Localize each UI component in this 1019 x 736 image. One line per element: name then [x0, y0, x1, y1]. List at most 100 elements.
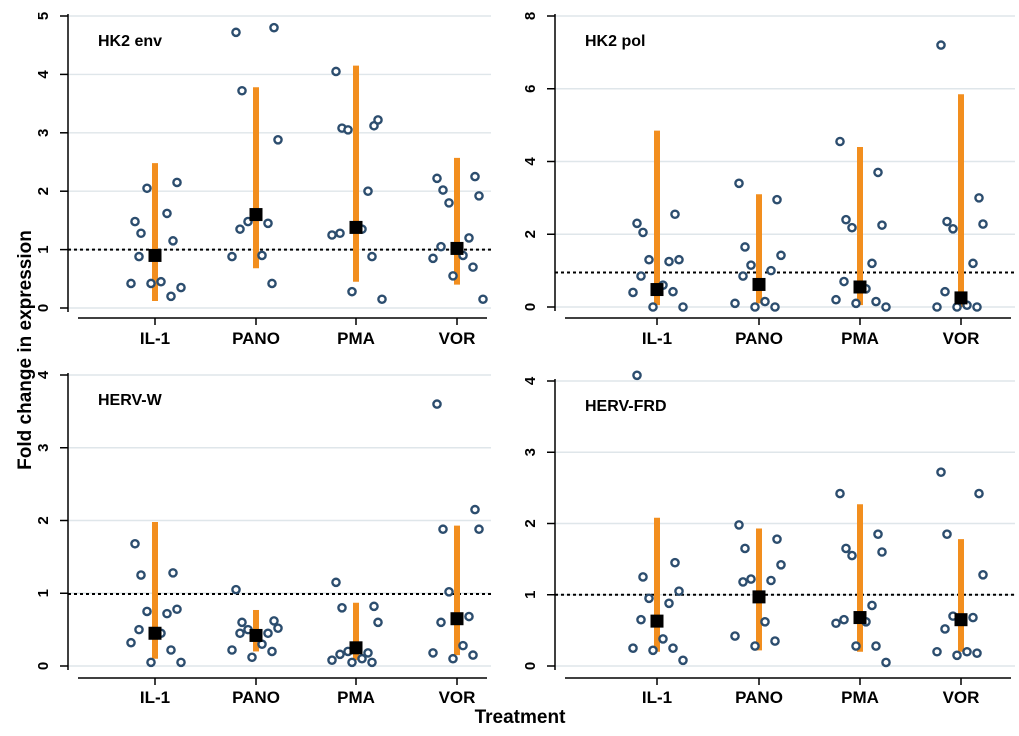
data-point — [873, 167, 883, 178]
data-point — [968, 258, 978, 269]
data-point — [269, 616, 279, 626]
data-point — [331, 66, 341, 77]
data-point — [267, 646, 277, 657]
data-point — [978, 219, 988, 229]
data-point — [776, 250, 786, 261]
data-point — [337, 603, 347, 613]
data-point — [436, 241, 446, 252]
mean-marker — [349, 641, 363, 655]
data-point — [734, 178, 744, 189]
x-axis-label: Treatment — [474, 707, 566, 728]
data-point — [835, 488, 845, 499]
panel-title: HK2 pol — [585, 33, 645, 50]
data-point — [273, 623, 283, 633]
y-tick-label: 3 — [35, 129, 52, 137]
data-point — [936, 467, 946, 478]
data-point — [428, 648, 438, 658]
data-point — [436, 617, 446, 628]
y-tick-label: 2 — [35, 187, 52, 195]
data-point — [881, 657, 891, 668]
data-point — [247, 652, 257, 663]
data-point — [134, 624, 144, 635]
data-point — [942, 216, 952, 227]
data-point — [847, 550, 857, 561]
data-point — [766, 265, 776, 276]
data-point — [142, 183, 152, 194]
data-point — [746, 260, 756, 270]
x-tick-label: PMA — [337, 688, 375, 707]
data-point — [367, 251, 377, 262]
mean-marker — [752, 590, 766, 604]
y-tick-label: 0 — [522, 662, 539, 670]
data-point — [974, 193, 984, 203]
data-point — [972, 648, 982, 658]
data-point — [632, 218, 642, 229]
data-point — [237, 617, 247, 628]
data-point — [734, 520, 744, 530]
data-point — [235, 224, 245, 234]
x-tick-label: VOR — [943, 329, 980, 348]
data-point — [760, 617, 770, 627]
data-point — [331, 577, 341, 588]
data-point — [227, 645, 237, 655]
data-point — [335, 649, 345, 660]
data-point — [644, 593, 654, 604]
y-tick-label: 0 — [35, 304, 52, 312]
data-point — [674, 254, 684, 265]
data-point — [470, 171, 480, 182]
y-tick-label: 2 — [522, 519, 539, 527]
data-point — [134, 251, 144, 262]
y-tick-label: 2 — [522, 230, 539, 238]
y-tick-label: 3 — [35, 444, 52, 452]
data-point — [740, 543, 750, 554]
panel-title: HERV-W — [98, 392, 163, 409]
data-point — [730, 631, 740, 641]
data-point — [347, 657, 357, 668]
data-point — [166, 291, 176, 302]
y-tick-label: 1 — [522, 591, 539, 599]
data-point — [172, 604, 182, 615]
data-point — [871, 296, 881, 307]
data-point — [444, 586, 454, 597]
data-point — [638, 572, 648, 582]
mean-marker — [650, 614, 664, 628]
data-point — [847, 222, 857, 233]
data-point — [470, 504, 480, 515]
data-point — [881, 302, 891, 312]
x-tick-label: PANO — [735, 329, 783, 348]
data-point — [670, 209, 680, 220]
data-point — [369, 601, 379, 612]
data-point — [974, 488, 984, 499]
mean-marker — [450, 612, 464, 626]
data-point — [474, 524, 484, 535]
data-point — [126, 278, 136, 289]
panel-title: HERV-FRD — [585, 398, 667, 415]
data-point — [162, 208, 172, 219]
data-point — [658, 634, 668, 644]
data-point — [327, 655, 337, 665]
data-point — [770, 636, 780, 646]
data-point — [438, 185, 448, 195]
data-point — [142, 606, 152, 617]
data-point — [936, 40, 946, 50]
mean-marker — [249, 628, 263, 642]
data-point — [231, 27, 241, 38]
data-point — [948, 223, 958, 234]
data-point — [146, 657, 156, 668]
data-point — [831, 294, 841, 305]
data-point — [835, 136, 845, 147]
data-point — [730, 298, 740, 309]
data-point — [664, 598, 674, 609]
data-point — [873, 529, 883, 539]
data-point — [638, 227, 648, 238]
x-tick-label: IL-1 — [642, 688, 672, 707]
mean-marker — [148, 248, 162, 262]
data-point — [932, 302, 942, 312]
x-tick-label: PMA — [337, 329, 375, 348]
data-point — [636, 614, 646, 625]
mean-marker — [954, 613, 968, 627]
x-tick-label: PMA — [841, 329, 879, 348]
data-point — [474, 191, 484, 201]
data-point — [968, 612, 978, 623]
